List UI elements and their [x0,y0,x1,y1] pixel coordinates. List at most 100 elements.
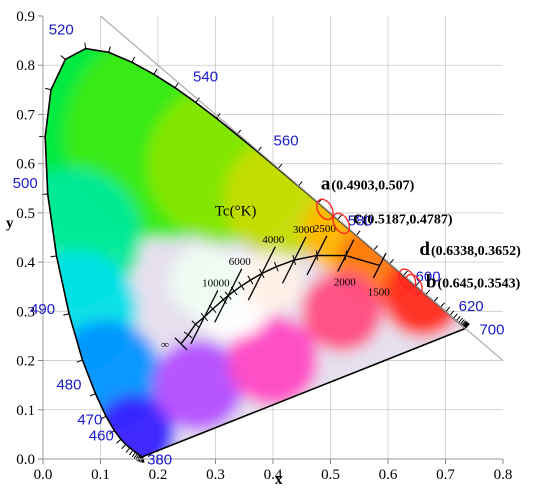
planckian-tick [273,261,279,272]
y-tick-label: 0.6 [16,157,35,173]
y-tick-label: 0.5 [16,206,35,222]
wavelength-label: 520 [49,22,74,39]
wavelength-label: 700 [479,321,504,338]
isotherm-line [372,252,387,279]
point-label: a(0.4903,0.507) [321,173,415,194]
locus-tick [108,46,111,53]
locus-tick [460,319,465,325]
locus-tick [100,415,107,420]
locus-tick [50,255,57,258]
x-tick-label: 0.4 [264,467,283,483]
point-label: c(0.5187,0.4787) [353,207,453,228]
x-tick-label: 0.3 [206,467,225,483]
locus-tick [195,97,200,103]
y-tick-label: 0.0 [16,452,35,468]
locus-tick [337,214,342,220]
locus-tick [463,321,468,327]
locus-tick [449,310,455,316]
locus-tick [131,451,137,458]
point-letter: b [426,272,437,293]
x-tick-label: 0.8 [494,467,513,483]
wavelength-label: 620 [459,298,484,315]
planckian-tick [191,320,200,328]
wavelength-label: 480 [56,377,81,394]
locus-tick [389,258,394,265]
isotherm-line [337,239,355,272]
locus-tick [458,317,463,323]
x-tick-label: 0.5 [321,467,340,483]
locus-tick [373,245,379,251]
locus-tick [89,393,96,397]
isotherm-label: 6000 [229,256,252,268]
isotherm-label: 2500 [314,223,337,235]
locus-tick [403,270,408,276]
locus-tick [45,87,52,91]
isotherm-label: 3000 [293,224,316,236]
locus-tick [463,322,469,328]
point-coordinates: (0.6338,0.3652) [431,244,521,259]
isotherm-line [247,246,276,301]
wavelength-label: 500 [13,175,38,192]
isotherm-line [174,337,188,351]
wavelength-label: 380 [147,452,172,469]
point-letter: d [419,239,430,260]
point-coordinates: (0.645,0.3543) [437,277,520,292]
point-letter: c [353,207,361,228]
point-coordinates: (0.4903,0.507) [331,178,414,193]
point-marker [405,273,423,296]
planckian-tick [208,304,217,313]
planckian-tick [183,331,193,339]
y-tick-label: 0.3 [16,304,35,320]
y-tick-label: 0.1 [16,403,35,419]
locus-tick [355,230,361,236]
x-tick-label: 0.1 [91,467,110,483]
isotherm-line [214,268,243,323]
locus-tick [465,323,470,329]
isotherm-label: 2000 [334,277,357,289]
data-points: a(0.4903,0.507) c(0.5187,0.4787) d(0.6338,… [316,173,521,296]
locus-tick [425,289,431,295]
locus-tick [174,82,179,88]
isotherm-line [190,290,219,345]
isotherm-label: 4000 [262,234,285,246]
wavelength-label: 600 [416,269,441,286]
y-tick-label: 0.8 [16,58,35,74]
point-letter: a [321,173,331,194]
isotherm-line [281,236,307,284]
wavelength-label: 490 [30,301,55,318]
x-tick-label: 0.7 [436,467,455,483]
locus-tick [76,359,83,363]
point-label: b(0.645,0.3543) [426,272,521,293]
planckian-tick [247,275,254,285]
locus-tick [129,449,134,456]
locus-tick [440,302,445,308]
locus-tick [133,453,138,459]
y-tick-label: 0.9 [16,9,35,25]
locus-tick [136,455,141,461]
point-marker [316,198,334,221]
x-tick-label: 0.6 [379,467,398,483]
locus-tick [462,321,468,327]
isotherm-label: 10000 [202,277,230,289]
planckian-tick [238,281,245,291]
isotherm-line [306,235,328,276]
point-marker [332,212,351,235]
y-tick-label: 0.2 [16,354,35,370]
locus-tick [453,313,458,319]
locus-tick [60,55,66,60]
wavelength-label: 580 [348,212,373,229]
locus-tick [415,281,420,287]
wavelength-label: 460 [89,427,114,444]
point-coordinates: (0.5187,0.4787) [363,212,453,227]
x-axis-title: x [275,472,283,488]
axes: 0.0 0.1 0.2 0.3 0.4 0.5 0.6 0.7 0.8 0.0 0.1 0.2 0.3 0… [16,9,512,483]
y-axis-title: y [6,216,14,232]
wavelength-label: 470 [77,412,102,429]
locus-tick [461,320,467,326]
isotherm-label: ∞ [161,339,169,351]
wavelength-label: 540 [193,69,218,86]
locus-tick [115,438,122,444]
locus-tick [131,56,136,63]
